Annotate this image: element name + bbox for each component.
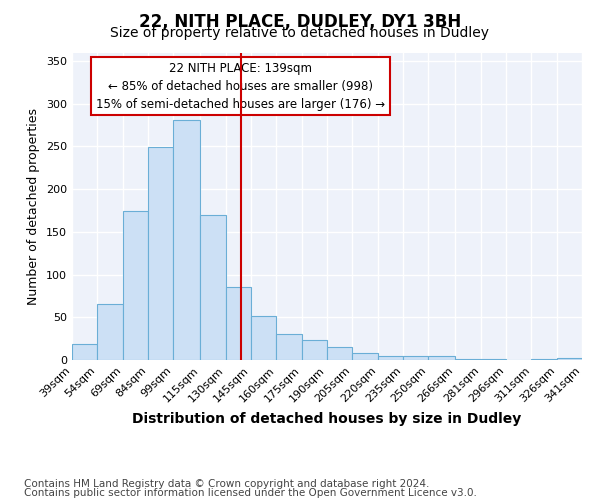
Bar xyxy=(352,353,377,360)
Text: 22, NITH PLACE, DUDLEY, DY1 3BH: 22, NITH PLACE, DUDLEY, DY1 3BH xyxy=(139,12,461,30)
Bar xyxy=(302,340,327,360)
Bar xyxy=(200,215,226,360)
Text: Contains HM Land Registry data © Crown copyright and database right 2024.: Contains HM Land Registry data © Crown c… xyxy=(24,479,430,489)
X-axis label: Distribution of detached houses by size in Dudley: Distribution of detached houses by size … xyxy=(133,412,521,426)
Bar xyxy=(403,356,428,360)
Bar xyxy=(148,148,173,360)
Text: Contains public sector information licensed under the Open Government Licence v3: Contains public sector information licen… xyxy=(24,488,477,498)
Bar xyxy=(481,359,506,360)
Bar xyxy=(97,304,122,360)
Bar xyxy=(428,356,455,360)
Bar xyxy=(277,334,302,360)
Bar xyxy=(377,356,403,360)
Text: Size of property relative to detached houses in Dudley: Size of property relative to detached ho… xyxy=(110,26,490,40)
Bar xyxy=(173,120,200,360)
Bar xyxy=(251,316,277,360)
Bar xyxy=(455,359,481,360)
Y-axis label: Number of detached properties: Number of detached properties xyxy=(28,108,40,304)
Bar xyxy=(226,288,251,360)
Bar xyxy=(122,210,148,360)
Text: 22 NITH PLACE: 139sqm
← 85% of detached houses are smaller (998)
15% of semi-det: 22 NITH PLACE: 139sqm ← 85% of detached … xyxy=(96,62,385,110)
Bar xyxy=(532,359,557,360)
Bar xyxy=(557,358,582,360)
Bar xyxy=(72,344,97,360)
Bar xyxy=(327,347,352,360)
